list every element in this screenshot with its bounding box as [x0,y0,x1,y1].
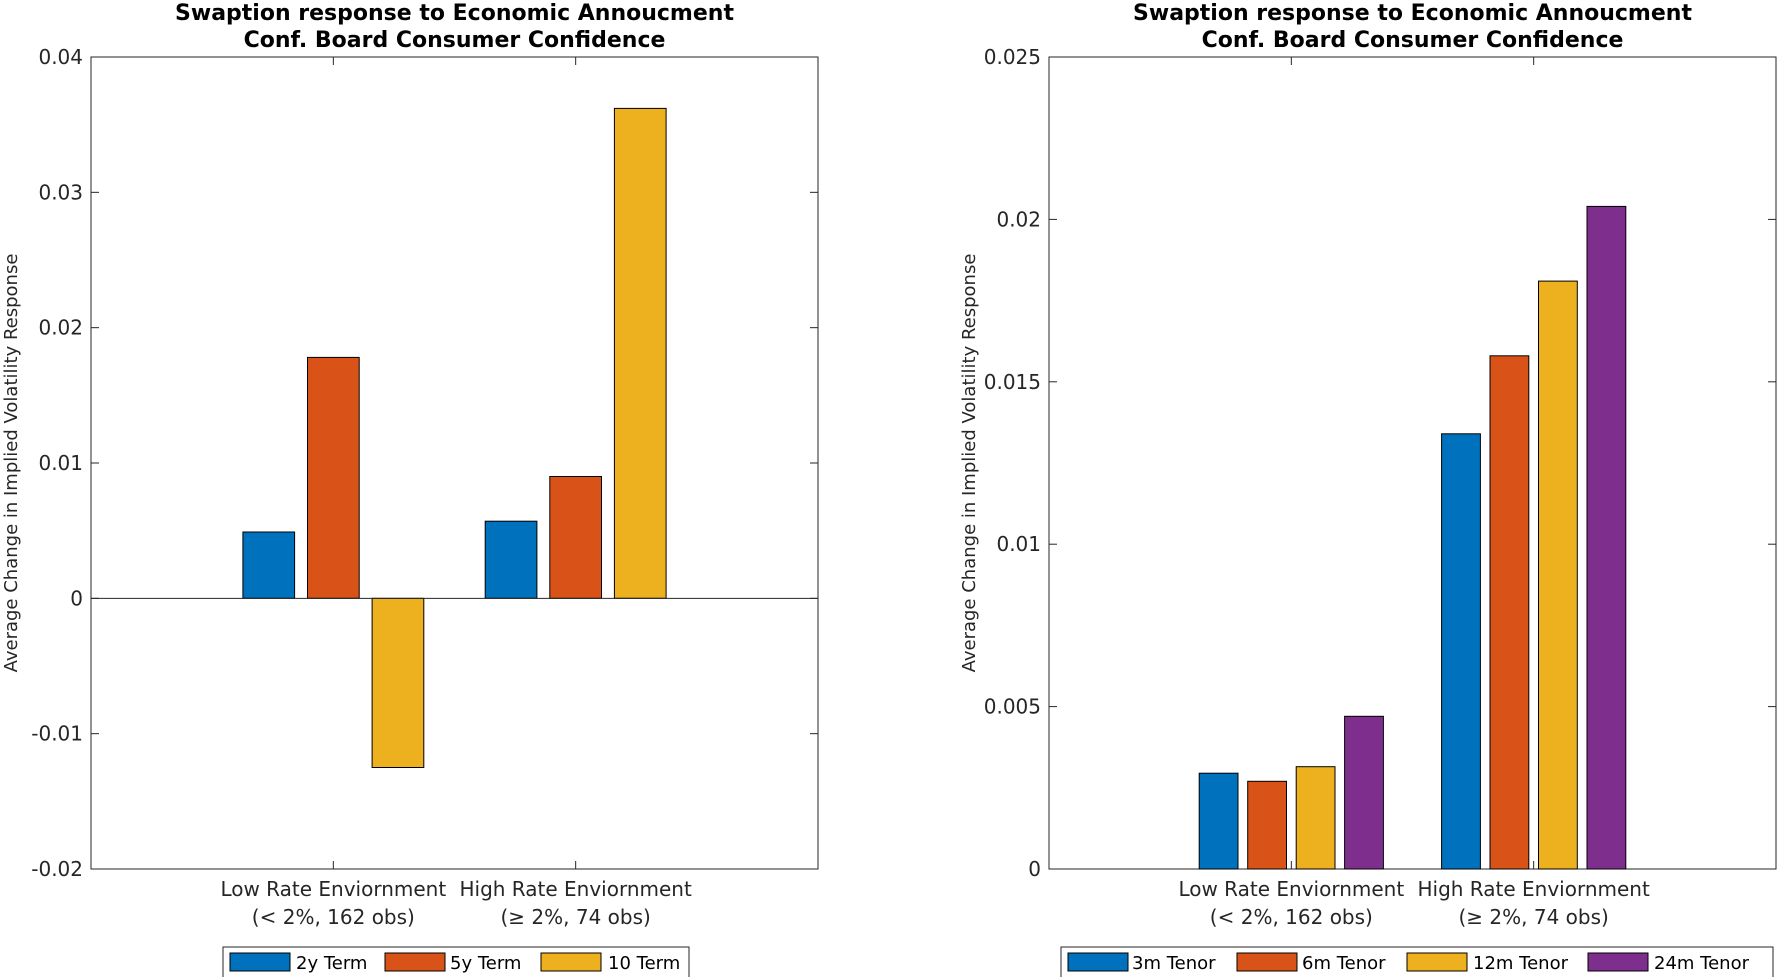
chart-panel-2: 0 0.005 0.01 0.015 0.02 0.025 Low Rate Enviorn… [959,1,1777,977]
y-tick-label: 0 [70,586,83,610]
bar-5y-term-cat2 [549,476,602,599]
bar-12m-tenor-cat1 [1295,766,1336,870]
bar-3m-tenor-cat1 [1198,772,1239,870]
legend-swatch [540,952,602,972]
y-tick-label: 0.03 [38,180,83,204]
bar-6m-tenor-cat1 [1247,780,1287,870]
legend-swatch [1236,952,1298,972]
plot-area-box [90,56,819,870]
bar-3m-tenor-cat2 [1441,433,1481,870]
y-tick-label: 0.02 [996,207,1041,231]
x-category-label: High Rate Enviornment [459,877,691,901]
bar-2y-term-cat1 [242,531,296,599]
bar-5y-term-cat1 [307,356,360,599]
y-axis-label: Average Change in Implied Volatility Res… [959,254,980,673]
x-category-label: Low Rate Enviornment [1178,877,1404,901]
legend: 2y Term 5y Term 10 Term [222,946,690,977]
legend-swatch [1067,952,1129,972]
x-category-sublabel: (< 2%, 162 obs) [252,905,415,929]
chart-panel-1: -0.02 -0.01 0 0.01 0.02 0.03 0.04 Low Rate Envi… [1,1,819,977]
bar-10-term-cat1 [371,597,425,768]
bar-10-term-cat2 [613,107,667,599]
legend-label: 24m Tenor [1654,953,1750,974]
x-category-sublabel: (≥ 2%, 74 obs) [501,905,651,929]
y-tick-label: 0.01 [996,532,1041,556]
y-tick-label: 0.04 [38,45,83,69]
bar-24m-tenor-cat2 [1586,205,1627,870]
bar-24m-tenor-cat1 [1344,715,1384,870]
x-category-label: High Rate Enviornment [1417,877,1649,901]
legend-label: 6m Tenor [1302,953,1386,974]
y-tick-label: 0.025 [984,45,1041,69]
legend-swatch [1587,952,1649,972]
legend-swatch [1406,952,1468,972]
legend: 3m Tenor 6m Tenor 12m Tenor 24m Tenor [1060,946,1774,977]
y-tick-label: 0.005 [984,695,1041,719]
y-tick-label: 0.01 [38,451,83,475]
bar-2y-term-cat2 [484,520,538,599]
bar-12m-tenor-cat2 [1538,280,1578,870]
chart-subtitle: Conf. Board Consumer Confidence [244,28,666,53]
legend-label: 10 Term [608,953,680,974]
plot-area-box [1048,56,1777,870]
legend-label: 2y Term [296,953,367,974]
bar-6m-tenor-cat2 [1489,355,1530,870]
legend-box [222,946,690,977]
y-tick-label: -0.02 [31,857,83,881]
legend-label: 12m Tenor [1473,953,1569,974]
y-tick-label: 0.02 [38,316,83,340]
chart-title: Swaption response to Economic Annoucment [175,1,734,26]
legend-swatch [229,952,291,972]
x-category-label: Low Rate Enviornment [220,877,446,901]
x-category-sublabel: (≥ 2%, 74 obs) [1459,905,1609,929]
y-axis-label: Average Change in Implied Volatility Res… [1,254,22,673]
legend-swatch [384,952,446,972]
y-tick-label: 0.015 [984,370,1041,394]
x-category-sublabel: (< 2%, 162 obs) [1210,905,1373,929]
chart-subtitle: Conf. Board Consumer Confidence [1202,28,1624,53]
chart-title: Swaption response to Economic Annoucment [1133,1,1692,26]
y-tick-label: -0.01 [31,722,83,746]
legend-label: 3m Tenor [1132,953,1216,974]
y-tick-label: 0 [1028,857,1041,881]
legend-label: 5y Term [450,953,521,974]
